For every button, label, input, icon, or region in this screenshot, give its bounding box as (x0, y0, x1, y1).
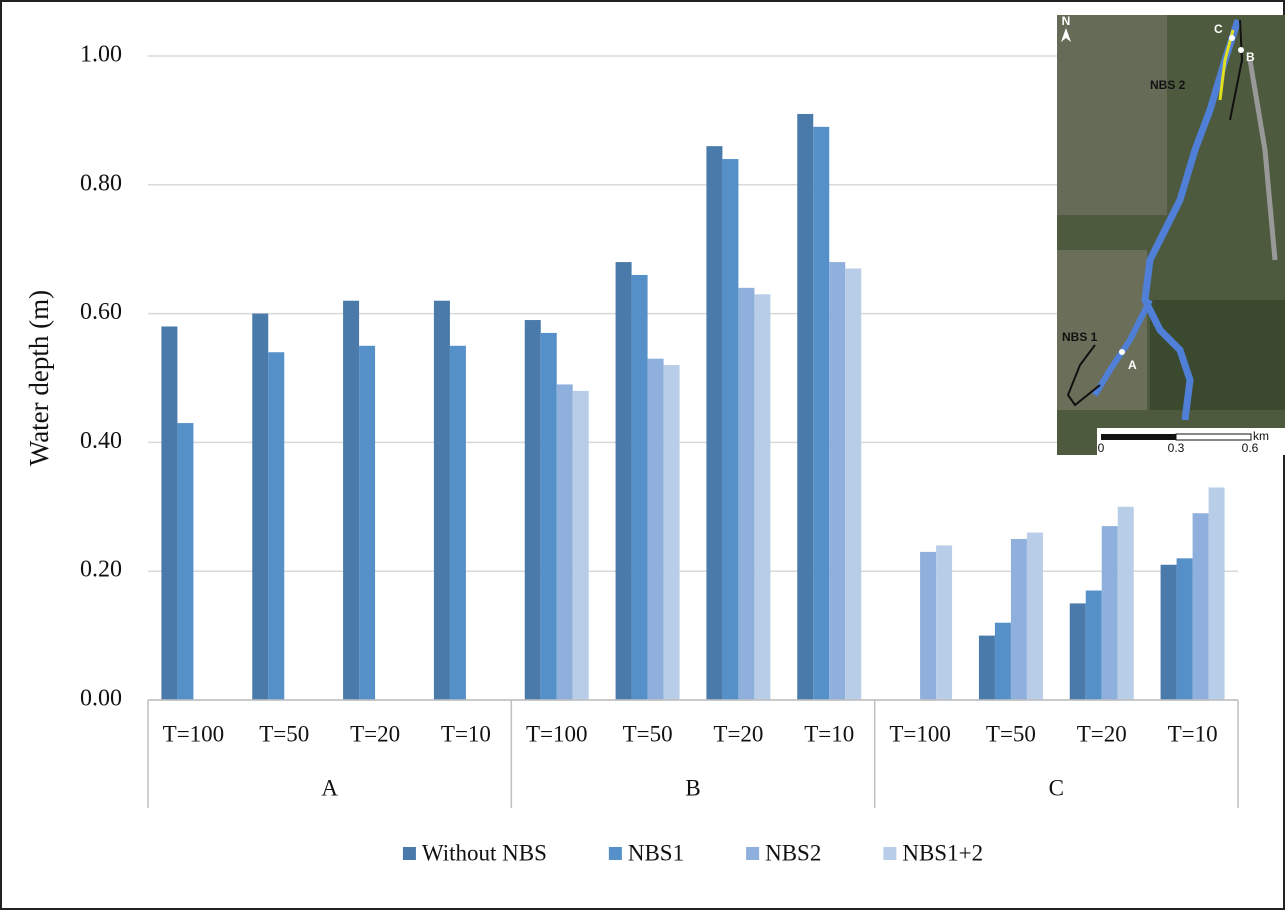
bar (541, 333, 557, 700)
bar (845, 269, 861, 700)
legend-swatch (609, 847, 622, 860)
map-point (1238, 47, 1244, 53)
x-tick-label: T=100 (163, 721, 225, 746)
bar (434, 301, 450, 700)
bar (995, 623, 1011, 700)
map-label: C (1214, 22, 1223, 36)
y-tick-label: 0.80 (80, 170, 122, 196)
bar (1118, 507, 1134, 700)
y-tick-label: 0.20 (80, 557, 122, 583)
legend-label: NBS1+2 (902, 840, 983, 865)
bar (1102, 526, 1118, 700)
bar (1011, 539, 1027, 700)
bar (573, 391, 589, 700)
map-scale-label: 0.6 (1242, 441, 1259, 455)
bar (664, 365, 680, 700)
map-forest (1150, 300, 1285, 410)
map-scale-label: 0 (1098, 441, 1105, 455)
map-label: A (1128, 358, 1137, 372)
bar (754, 294, 770, 700)
y-tick-label: 0.40 (80, 428, 122, 454)
map-urban (1057, 15, 1167, 215)
bar (177, 423, 193, 700)
x-tick-label: T=50 (259, 721, 309, 746)
bar (525, 320, 541, 700)
bar (359, 346, 375, 700)
x-tick-label: T=20 (713, 721, 763, 746)
bar (1086, 591, 1102, 700)
bar (722, 159, 738, 700)
map-point (1229, 35, 1235, 41)
x-tick-label: T=10 (441, 721, 491, 746)
bar (557, 384, 573, 700)
y-tick-label: 1.00 (80, 42, 122, 68)
legend-label: Without NBS (422, 840, 547, 865)
map-scale-bar (1101, 434, 1176, 440)
bar (343, 301, 359, 700)
bar (268, 352, 284, 700)
legend-label: NBS2 (765, 840, 821, 865)
legend-swatch (746, 847, 759, 860)
x-tick-label: T=50 (623, 721, 673, 746)
group-label: A (321, 775, 338, 800)
bar (829, 262, 845, 700)
map-label: NBS 2 (1150, 78, 1186, 92)
bar (738, 288, 754, 700)
x-tick-label: T=10 (804, 721, 854, 746)
bar (616, 262, 632, 700)
bar (797, 114, 813, 700)
y-axis-title: Water depth (m) (24, 290, 54, 466)
bar (1209, 487, 1225, 700)
bar (161, 326, 177, 700)
group-label: C (1049, 775, 1064, 800)
map-label: NBS 1 (1062, 330, 1098, 344)
y-tick-label: 0.00 (80, 686, 122, 712)
bar (920, 552, 936, 700)
bar (1161, 565, 1177, 700)
legend-swatch (403, 847, 416, 860)
chart: Water depth (m) 0.000.200.400.600.801.00… (0, 0, 1285, 910)
map-north: N (1062, 14, 1071, 28)
x-tick-label: T=100 (526, 721, 588, 746)
legend-label: NBS1 (628, 840, 684, 865)
bar (1027, 533, 1043, 700)
group-label: B (685, 775, 700, 800)
bar (979, 636, 995, 700)
map-point (1119, 349, 1125, 355)
x-tick-label: T=100 (889, 721, 951, 746)
map-inset: N C B NBS 2 NBS 1 A km 0 0.3 0.6 (1057, 14, 1285, 455)
bar (450, 346, 466, 700)
x-tick-label: T=50 (986, 721, 1036, 746)
bar (813, 127, 829, 700)
bar (936, 545, 952, 700)
legend-swatch (883, 847, 896, 860)
x-tick-label: T=10 (1168, 721, 1218, 746)
x-tick-label: T=20 (350, 721, 400, 746)
map-label: B (1246, 50, 1255, 64)
bar (706, 146, 722, 700)
map-scale-bar (1176, 434, 1251, 440)
map-scale-label: 0.3 (1168, 441, 1185, 455)
bar (252, 314, 268, 700)
bar (1193, 513, 1209, 700)
y-tick-label: 0.60 (80, 299, 122, 325)
bar (1070, 603, 1086, 700)
bar (648, 359, 664, 700)
bar (632, 275, 648, 700)
bar (1177, 558, 1193, 700)
x-tick-label: T=20 (1077, 721, 1127, 746)
